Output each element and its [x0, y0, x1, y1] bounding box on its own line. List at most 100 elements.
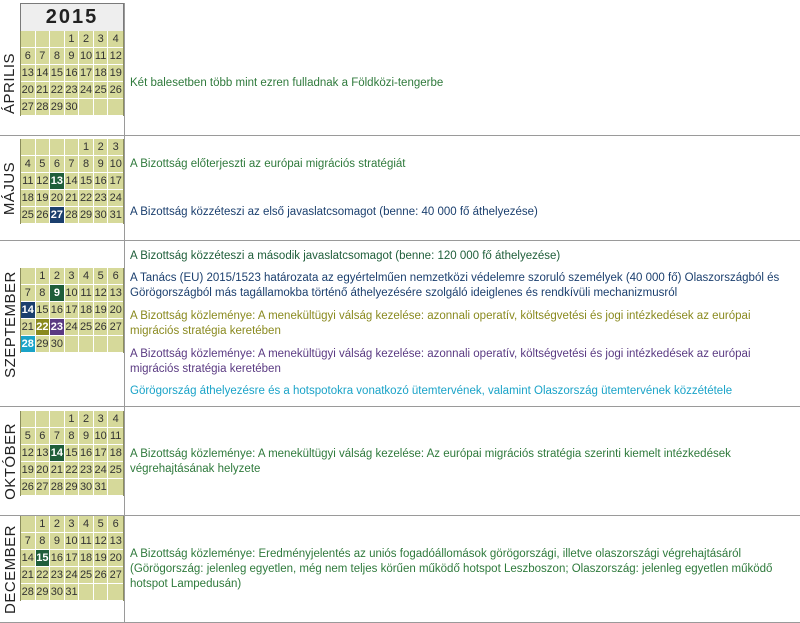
event-text: A Bizottság közleménye: A menekültügyi v…: [130, 309, 751, 337]
calendar-day: 14: [64, 173, 80, 190]
calendar-day: 18: [79, 550, 94, 567]
calendar-day: 20: [35, 462, 51, 479]
calendar-day: 24: [79, 82, 94, 99]
calendar-day: 1: [35, 268, 51, 285]
calendar-day: 15: [50, 65, 65, 82]
calendar-empty-cell: [108, 479, 123, 496]
calendar-day: 24: [108, 190, 123, 207]
calendar-empty-cell: [108, 99, 123, 116]
calendar-day: 9: [50, 533, 65, 550]
calendar-day-highlighted: 9: [50, 285, 65, 302]
calendar-day: 8: [79, 156, 94, 173]
calendar-day: 10: [64, 285, 80, 302]
calendar-day: 9: [64, 48, 80, 65]
calendar-empty-cell: [21, 268, 36, 285]
calendar-day: 16: [50, 302, 65, 319]
calendar-day: 17: [93, 445, 109, 462]
calendar-day: 21: [21, 567, 36, 584]
calendar-day: 18: [108, 445, 123, 462]
event-text: A Bizottság közleménye: Eredményjelentés…: [130, 548, 773, 590]
event-list: A Bizottság közzéteszi a második javasla…: [130, 241, 794, 407]
month-name: ÁPRILIS: [1, 52, 19, 115]
event-text: A Bizottság közleménye: A menekültügyi v…: [130, 447, 731, 475]
calendar-day: 29: [79, 207, 94, 224]
calendar-empty-cell: [108, 584, 123, 601]
calendar-day: 26: [108, 82, 123, 99]
calendar-day: 5: [21, 428, 36, 445]
calendar-day: 25: [108, 462, 123, 479]
calendar-day: 31: [108, 207, 123, 224]
calendar-day: 1: [79, 139, 94, 156]
calendar-day: 23: [64, 82, 80, 99]
month-section: OKTÓBER 1 2 3 4 5 6 7 8 9 10 11 12 13 14 15 16 17 18 19 20 21…: [0, 407, 800, 516]
section-divider: [0, 135, 800, 136]
calendar-empty-cell: [50, 411, 65, 428]
calendar-day: 4: [108, 31, 123, 48]
calendar-day: 20: [21, 82, 36, 99]
event-text: A Bizottság közleménye: A menekültügyi v…: [130, 347, 751, 375]
event-list: A Bizottság előterjeszti az európai migr…: [130, 136, 794, 241]
calendar-empty-cell: [21, 31, 36, 48]
calendar-day: 9: [93, 156, 109, 173]
event-text: A Bizottság közzéteszi a második javasla…: [130, 249, 561, 262]
calendar-day: 31: [64, 584, 80, 601]
calendar-day: 29: [35, 336, 51, 353]
event-list: A Bizottság közleménye: A menekültügyi v…: [130, 407, 794, 516]
calendar-day: 3: [108, 139, 123, 156]
calendar-day: 26: [35, 207, 51, 224]
calendar-day: 7: [64, 156, 80, 173]
calendar-day: 17: [79, 65, 94, 82]
year-header: 2015: [20, 3, 124, 31]
calendar-empty-cell: [35, 31, 51, 48]
calendar-day: 2: [50, 516, 65, 533]
calendar-day: 1: [64, 31, 80, 48]
event-text: A Bizottság előterjeszti az európai migr…: [130, 157, 406, 170]
calendar-day: 29: [35, 584, 51, 601]
calendar-empty-cell: [21, 516, 36, 533]
calendar-empty-cell: [108, 336, 123, 353]
calendar-day: 13: [21, 65, 36, 82]
calendar-day: 12: [108, 48, 123, 65]
calendar-day: 5: [35, 156, 51, 173]
month-name: MÁJUS: [1, 161, 19, 216]
calendar-day: 19: [93, 550, 109, 567]
month-label: MÁJUS: [0, 136, 20, 241]
calendar-day: 27: [108, 567, 123, 584]
calendar-day: 25: [21, 207, 36, 224]
calendar-day: 18: [79, 302, 94, 319]
calendar-day: 23: [93, 190, 109, 207]
month-calendar: 1 2 3 4 5 6 7 8 9 10 11 12 13 14 15 16 17 18 19 20 21 22 23 24 2…: [20, 516, 124, 601]
calendar-day: 18: [21, 190, 36, 207]
calendar-day: 22: [64, 462, 80, 479]
calendar-day: 2: [50, 268, 65, 285]
month-section: DECEMBER 1 2 3 4 5 6 7 8 9 10 11 12 13 14 15 16 17 18 19 20 2…: [0, 516, 800, 623]
event-text: Két balesetben több mint ezren fulladnak…: [130, 77, 444, 89]
calendar-day: 9: [79, 428, 94, 445]
calendar-day: 11: [108, 428, 123, 445]
calendar-day: 20: [108, 302, 123, 319]
calendar-day-highlighted: 13: [50, 173, 65, 190]
calendar-empty-cell: [93, 336, 109, 353]
event-text: Görögország áthelyezésre és a hotspotokr…: [130, 385, 733, 398]
month-name: DECEMBER: [1, 524, 19, 615]
calendar-day: 30: [93, 207, 109, 224]
calendar-day: 25: [79, 567, 94, 584]
month-calendar: 1 2 3 4 5 6 7 8 9 10 11 12 13 14 15 16 17 18 19 20 21 22 23 24 2…: [20, 139, 124, 224]
calendar-day: 28: [35, 99, 51, 116]
calendar-day: 8: [35, 285, 51, 302]
month-section: ÁPRILIS 1 2 3 4 6 7 8 9 10 11 12 13 14 15 16 17 18 19 20 21 2…: [0, 31, 800, 136]
calendar-day: 24: [93, 462, 109, 479]
calendar-day: 16: [93, 173, 109, 190]
calendar-day: 19: [108, 65, 123, 82]
event-list: Két balesetben több mint ezren fulladnak…: [130, 31, 794, 136]
calendar-day: 11: [93, 48, 109, 65]
calendar-day: 2: [79, 411, 94, 428]
month-name: SZEPTEMBER: [1, 270, 19, 378]
calendar-day: 2: [93, 139, 109, 156]
calendar-day: 29: [50, 99, 65, 116]
calendar-day: 8: [50, 48, 65, 65]
calendar-day: 14: [35, 65, 51, 82]
calendar-day: 7: [35, 48, 51, 65]
calendar-empty-cell: [35, 411, 51, 428]
calendar-day: 8: [35, 533, 51, 550]
